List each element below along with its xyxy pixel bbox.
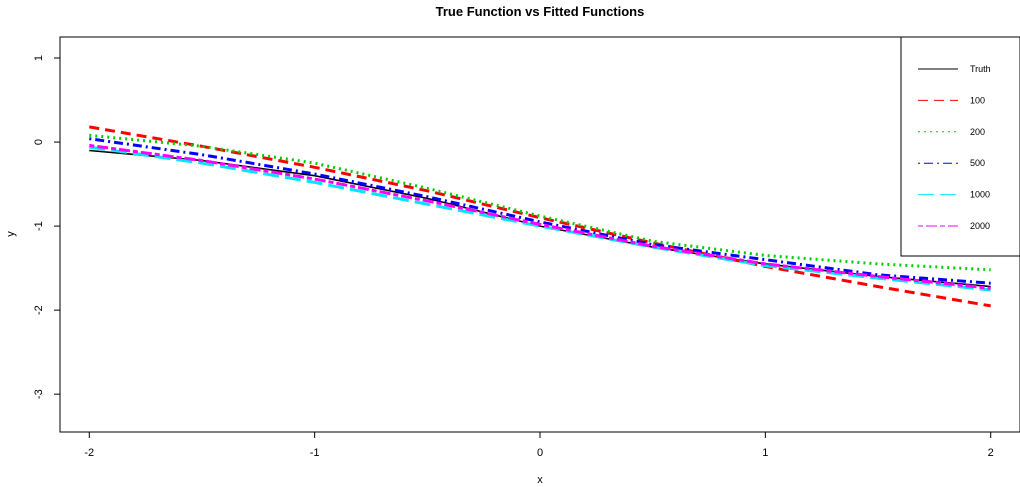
series-line-truth <box>89 149 991 288</box>
series-line-2000 <box>89 143 991 290</box>
x-axis: -2 -1 0 1 2 <box>84 432 994 459</box>
x-tick-label: -1 <box>310 447 320 459</box>
chart-title: True Function vs Fitted Functions <box>436 4 645 19</box>
y-tick-label: 0 <box>33 139 45 145</box>
y-axis: 1 0 -1 -2 -3 <box>33 55 60 399</box>
series-layer <box>89 125 991 308</box>
legend-label: 500 <box>970 158 985 168</box>
x-tick-label: -2 <box>84 447 94 459</box>
y-tick-label: -1 <box>33 221 45 231</box>
plot-frame <box>59 36 1020 433</box>
y-tick-label: 1 <box>33 55 45 61</box>
x-tick-label: 1 <box>762 447 768 459</box>
x-tick-label: 0 <box>537 447 543 459</box>
legend: Truth 100 200 500 1000 2000 <box>900 36 1020 257</box>
legend-box <box>900 36 1020 257</box>
legend-label: 2000 <box>970 221 990 231</box>
y-tick-label: -2 <box>33 305 45 315</box>
legend-label: 1000 <box>970 190 990 200</box>
y-tick-label: -3 <box>33 389 45 399</box>
series-line-100 <box>89 125 991 308</box>
x-axis-label: x <box>537 474 543 486</box>
legend-label: 100 <box>970 95 985 105</box>
series-line-200 <box>89 133 991 272</box>
series-line-1000 <box>89 145 991 292</box>
y-axis-label: y <box>5 231 17 237</box>
x-tick-label: 2 <box>988 447 994 459</box>
legend-label: Truth <box>970 64 991 74</box>
series-line-500 <box>89 137 991 285</box>
legend-label: 200 <box>970 127 985 137</box>
